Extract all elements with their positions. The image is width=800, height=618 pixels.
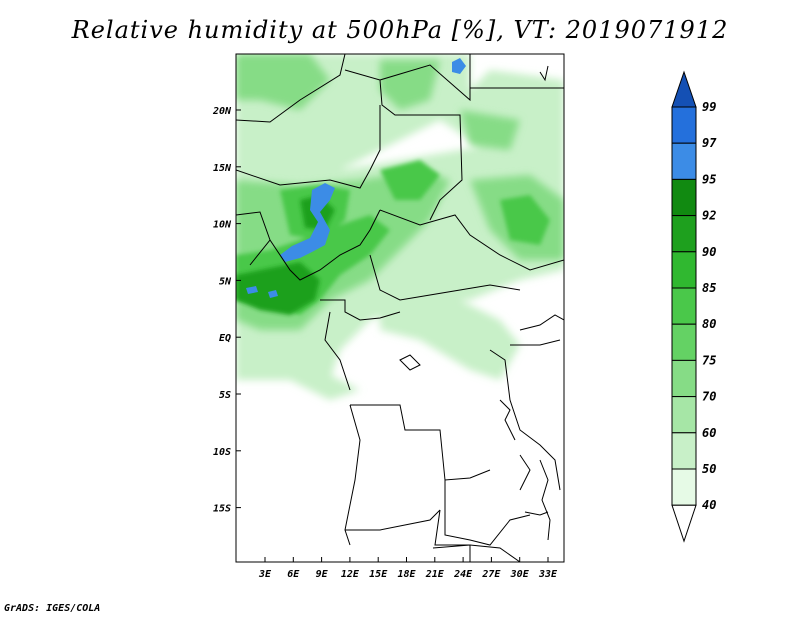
colorbar-box: [671, 432, 697, 470]
lon-tick-label: 18E: [397, 569, 416, 580]
colorbar-label: 60: [702, 426, 716, 440]
colorbar-box: [671, 251, 697, 289]
colorbar-box: [671, 359, 697, 398]
colorbar-box: [671, 215, 697, 253]
longitude-axis: 3E 6E 9E 12E 15E 18E 21E 24E 27E 30E 33E: [258, 557, 558, 580]
lat-tick-label: 5N: [219, 276, 232, 287]
lat-tick-label: 5S: [219, 390, 231, 401]
latitude-axis: 20N 15N 10N 5N EQ 5S 10S 15S: [212, 106, 241, 515]
colorbar-box: [671, 287, 697, 325]
lon-tick-label: 27E: [481, 569, 501, 580]
colorbar-box: [671, 178, 697, 217]
colorbar-label: 90: [702, 245, 716, 259]
lat-tick-label: 10N: [213, 220, 232, 231]
colorbar-label: 95: [702, 172, 716, 186]
colorbar-top-arrow: [671, 70, 697, 108]
lon-tick-label: 9E: [316, 569, 329, 580]
colorbar-box: [671, 142, 697, 180]
lat-tick-label: 15N: [213, 163, 232, 174]
colorbar-label: 92: [702, 209, 716, 223]
colorbar-box: [671, 106, 697, 144]
colorbar-box: [671, 323, 697, 361]
colorbar-label: 80: [702, 317, 716, 331]
lat-tick-label: 20N: [212, 106, 232, 117]
colorbar-box: [671, 396, 697, 434]
lon-tick-label: 24E: [453, 569, 473, 580]
map-frame: [235, 53, 565, 563]
colorbar-label: 97: [702, 136, 717, 150]
colorbar-label: 70: [702, 390, 716, 404]
lon-tick-label: 33E: [538, 569, 558, 580]
lon-tick-label: 3E: [258, 569, 272, 580]
lon-tick-label: 21E: [425, 569, 445, 580]
colorbar-label: 40: [702, 498, 716, 512]
colorbar-label: 75: [702, 353, 716, 367]
lon-tick-label: 15E: [369, 569, 388, 580]
lat-tick-label: EQ: [219, 333, 231, 344]
chart-title: Relative humidity at 500hPa [%], VT: 201…: [71, 16, 729, 44]
colorbar-label: 99: [702, 100, 716, 114]
lat-tick-label: 10S: [213, 447, 231, 458]
humidity-field: [236, 54, 564, 562]
colorbar-label: 85: [702, 281, 716, 295]
lon-tick-label: 30E: [510, 569, 530, 580]
lon-tick-label: 12E: [341, 569, 360, 580]
lat-tick-label: 15S: [213, 504, 231, 515]
colorbar-label: 50: [702, 462, 716, 476]
colorbar-bottom-arrow: [671, 504, 697, 543]
colorbar-box: [671, 468, 697, 506]
credit-label: GrADS: IGES/COLA: [4, 603, 101, 614]
lon-tick-label: 6E: [287, 569, 300, 580]
